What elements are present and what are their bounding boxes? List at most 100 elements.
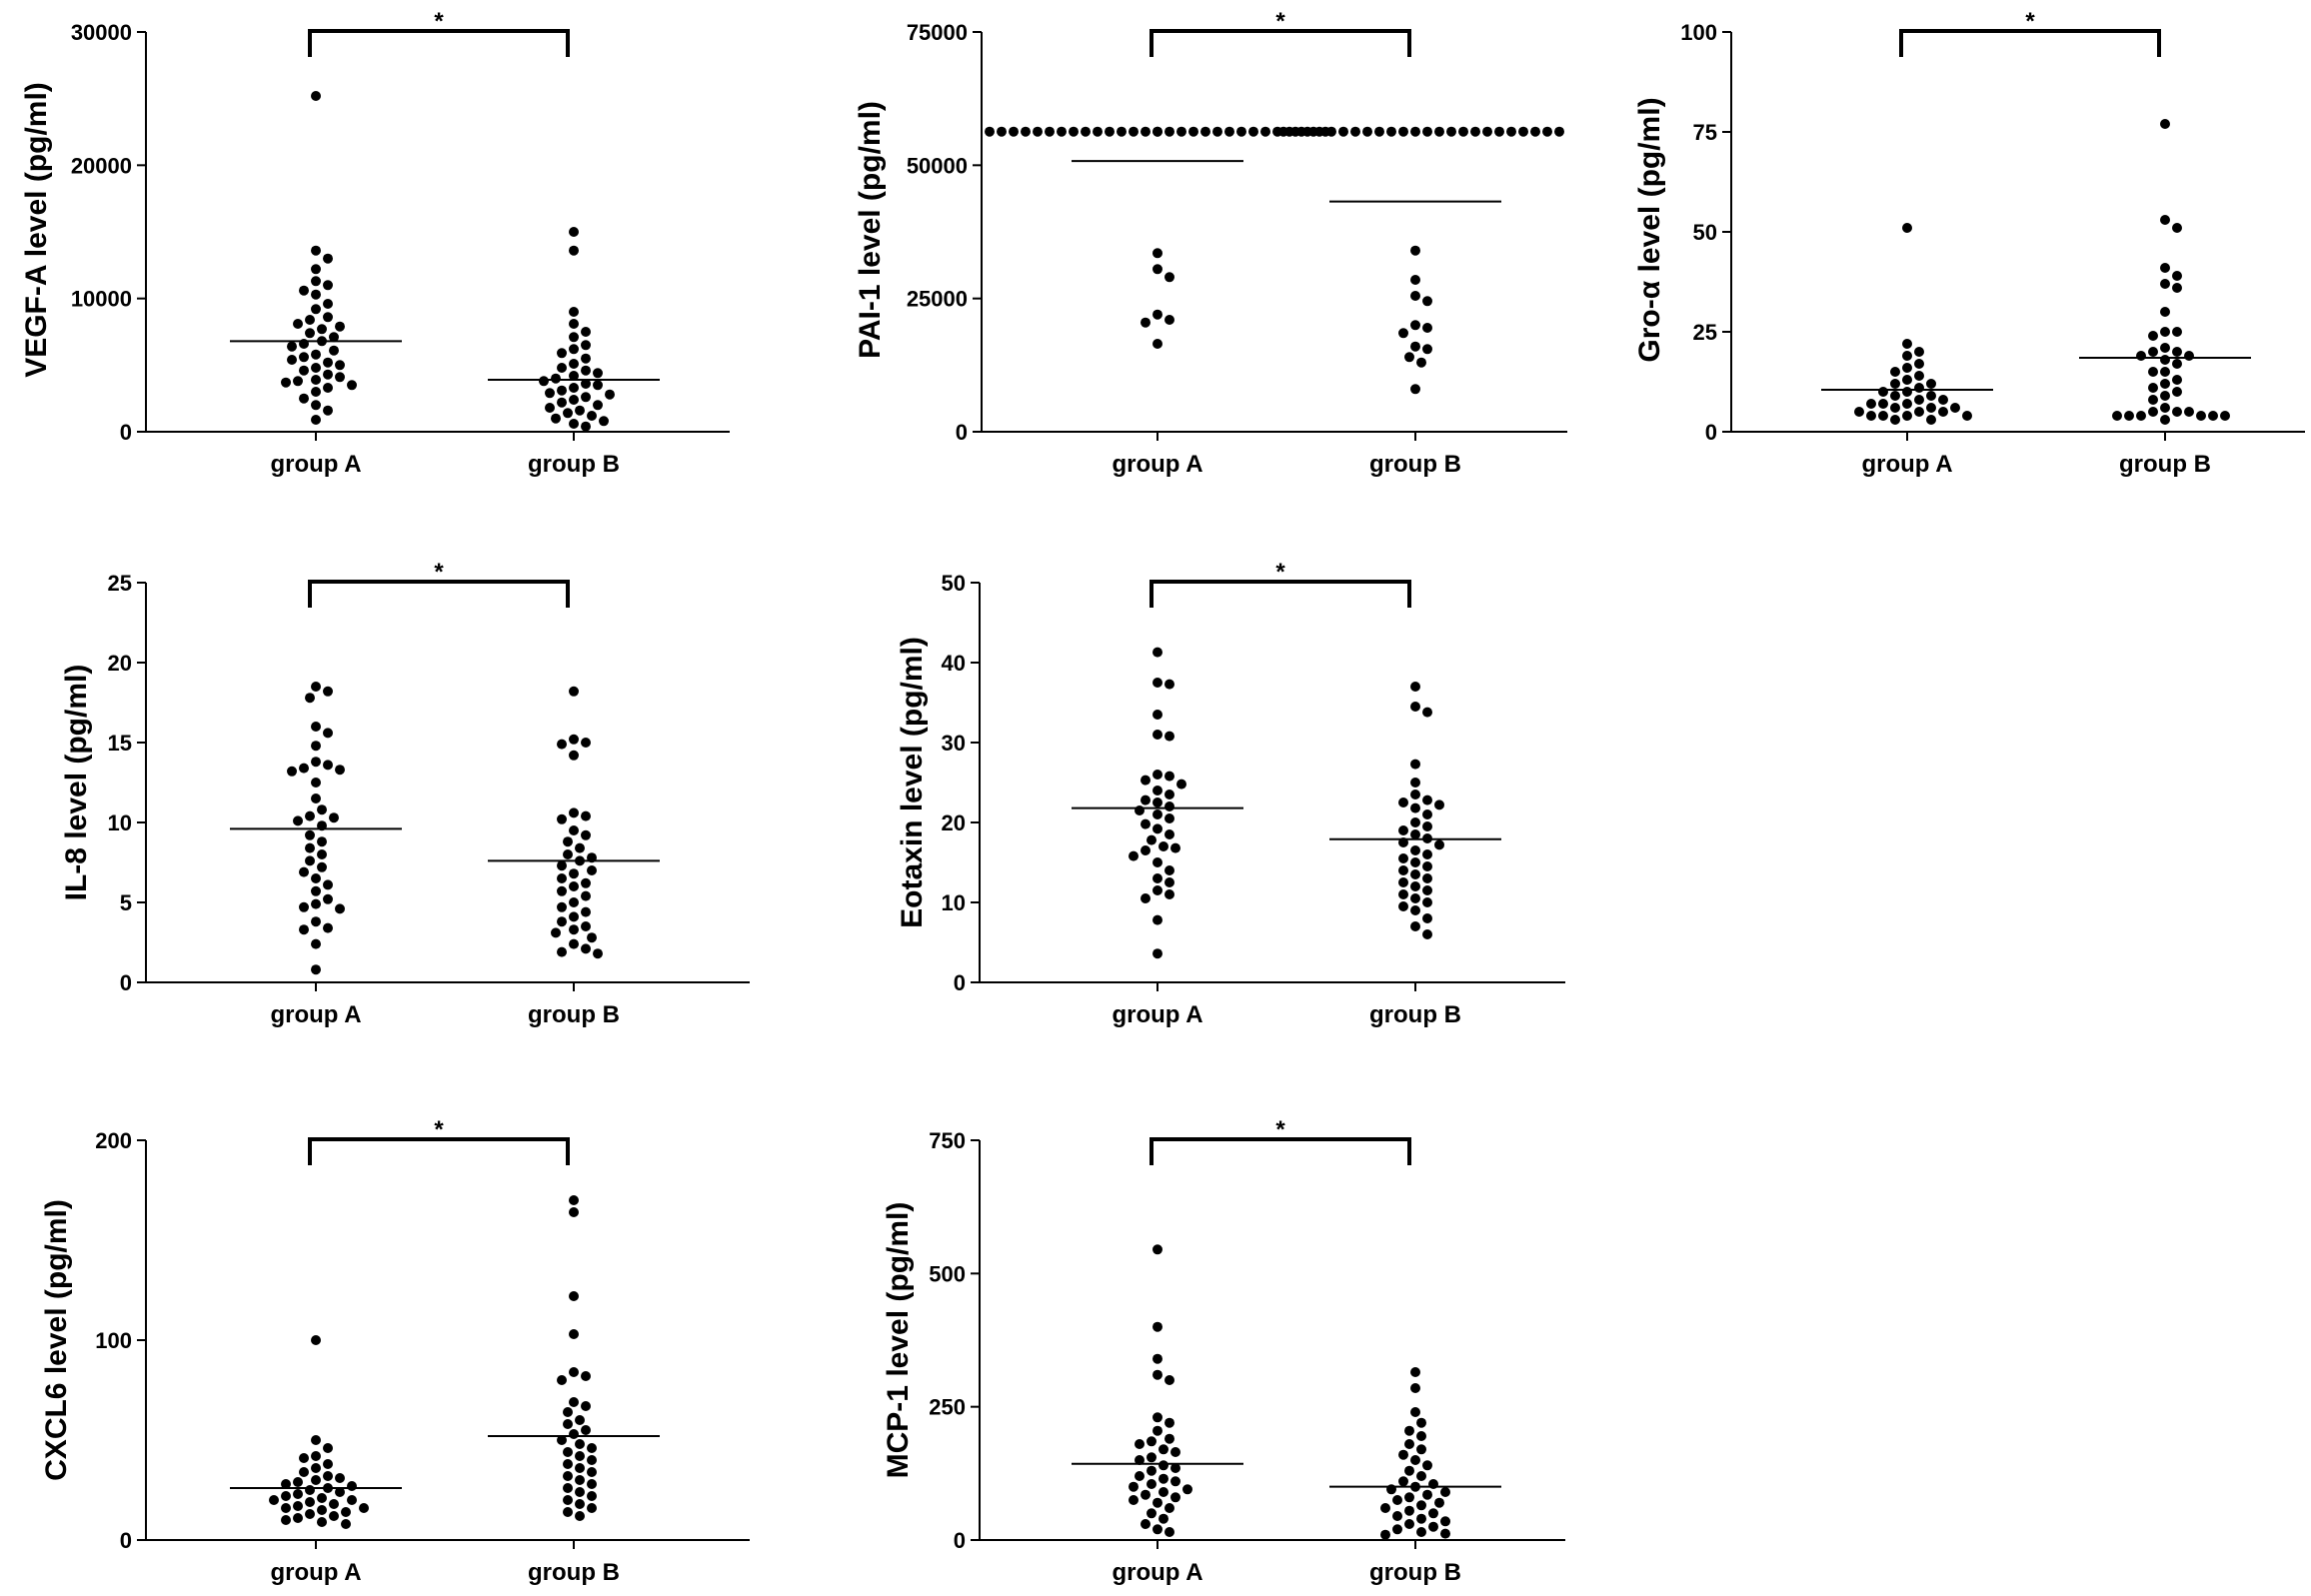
data-point bbox=[1410, 682, 1420, 692]
data-point bbox=[563, 836, 573, 847]
data-point bbox=[1404, 1425, 1414, 1436]
data-point bbox=[569, 419, 579, 429]
data-point bbox=[1890, 379, 1900, 389]
chart-panel-6: 0 100 200 group A group B CXCL6 level (pg/ml)… bbox=[40, 1116, 750, 1586]
y-tick-label: 0 bbox=[120, 420, 132, 445]
data-point bbox=[2172, 223, 2182, 233]
data-point bbox=[997, 126, 1007, 137]
data-point bbox=[335, 372, 345, 383]
data-point bbox=[557, 901, 567, 912]
chart-panel-3: 0 25 50 75 100 group A group B Gro-α level (pg/… bbox=[1633, 8, 2305, 478]
data-point bbox=[1914, 383, 1924, 393]
data-point bbox=[569, 307, 579, 317]
data-point bbox=[1141, 818, 1151, 829]
data-point bbox=[323, 760, 333, 771]
data-point bbox=[1153, 857, 1162, 867]
data-point bbox=[545, 388, 555, 399]
data-point bbox=[1410, 702, 1420, 712]
y-tick-label: 10 bbox=[942, 890, 966, 915]
data-point bbox=[587, 1503, 597, 1513]
data-point bbox=[1170, 1492, 1180, 1503]
data-point bbox=[347, 1481, 357, 1491]
data-point bbox=[1914, 359, 1924, 369]
data-point bbox=[1422, 323, 1432, 333]
data-point bbox=[1422, 344, 1432, 355]
data-point bbox=[311, 873, 321, 883]
data-point bbox=[575, 1487, 585, 1497]
data-point bbox=[569, 807, 579, 818]
data-point bbox=[311, 885, 321, 896]
data-point bbox=[557, 348, 567, 359]
data-point bbox=[2160, 327, 2170, 337]
data-point bbox=[563, 1495, 573, 1505]
data-point bbox=[1057, 126, 1067, 137]
data-point bbox=[1141, 1519, 1151, 1529]
data-point bbox=[335, 1487, 345, 1497]
data-point bbox=[335, 321, 345, 332]
data-point bbox=[305, 1485, 315, 1495]
data-point bbox=[1164, 272, 1174, 283]
data-point bbox=[569, 1397, 579, 1407]
data-point bbox=[581, 738, 591, 748]
data-point bbox=[293, 815, 303, 826]
significance-star: * bbox=[2025, 8, 2035, 35]
data-point bbox=[569, 383, 579, 393]
data-point bbox=[569, 1195, 579, 1205]
data-point bbox=[581, 1425, 591, 1435]
data-point bbox=[299, 924, 309, 935]
data-point bbox=[1153, 809, 1162, 819]
data-point bbox=[293, 1513, 303, 1523]
data-point bbox=[335, 903, 345, 914]
data-point bbox=[305, 842, 315, 853]
data-point bbox=[1416, 1471, 1426, 1481]
data-point bbox=[557, 885, 567, 896]
data-point bbox=[305, 1509, 315, 1519]
data-point bbox=[323, 893, 333, 904]
data-point bbox=[593, 948, 603, 959]
data-point bbox=[317, 324, 327, 335]
data-point bbox=[1410, 759, 1420, 770]
data-point bbox=[1434, 126, 1444, 137]
y-tick-label: 100 bbox=[95, 1328, 132, 1353]
data-point bbox=[1147, 1436, 1156, 1447]
data-point bbox=[2136, 411, 2146, 421]
data-point bbox=[1410, 1367, 1420, 1377]
data-point bbox=[1410, 921, 1420, 931]
data-point bbox=[299, 901, 309, 912]
data-point bbox=[311, 415, 321, 425]
data-point bbox=[1410, 341, 1420, 352]
data-point bbox=[569, 750, 579, 761]
data-point bbox=[1422, 929, 1432, 939]
data-point bbox=[1392, 1495, 1402, 1505]
data-point bbox=[1153, 1412, 1162, 1423]
data-point bbox=[1404, 1519, 1414, 1529]
data-point bbox=[347, 380, 357, 391]
data-point bbox=[1236, 126, 1246, 137]
data-point bbox=[2172, 347, 2182, 357]
significance-bracket bbox=[1150, 29, 1411, 57]
data-point bbox=[1902, 363, 1912, 373]
data-point bbox=[2160, 379, 2170, 389]
y-tick-label: 10000 bbox=[71, 287, 132, 312]
data-point bbox=[1153, 647, 1162, 658]
data-point bbox=[1153, 1425, 1162, 1436]
y-tick-label: 25 bbox=[108, 571, 132, 596]
data-point bbox=[1902, 411, 1912, 421]
y-tick-label: 30000 bbox=[71, 20, 132, 45]
data-point bbox=[1410, 384, 1420, 395]
data-point bbox=[1164, 1527, 1174, 1537]
data-point bbox=[1164, 877, 1174, 887]
data-point bbox=[1422, 885, 1432, 895]
data-point bbox=[1081, 126, 1091, 137]
data-point bbox=[557, 739, 567, 750]
data-point bbox=[299, 352, 309, 363]
data-point bbox=[1422, 1489, 1432, 1500]
data-point bbox=[1434, 799, 1444, 810]
data-point bbox=[569, 1429, 579, 1439]
y-tick-label: 40 bbox=[942, 651, 966, 676]
data-point bbox=[335, 360, 345, 371]
data-point bbox=[1398, 328, 1408, 339]
data-point bbox=[1410, 275, 1420, 285]
data-point bbox=[593, 380, 603, 391]
significance-star: * bbox=[1275, 559, 1285, 586]
